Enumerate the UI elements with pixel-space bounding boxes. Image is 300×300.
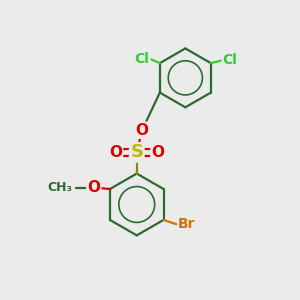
Text: O: O [109,145,122,160]
Text: O: O [152,145,164,160]
Text: Br: Br [178,217,196,231]
Text: Cl: Cl [223,53,238,67]
Text: O: O [87,180,100,195]
Text: S: S [130,143,143,161]
Text: O: O [136,123,148,138]
Text: Cl: Cl [135,52,149,66]
Text: CH₃: CH₃ [48,181,73,194]
